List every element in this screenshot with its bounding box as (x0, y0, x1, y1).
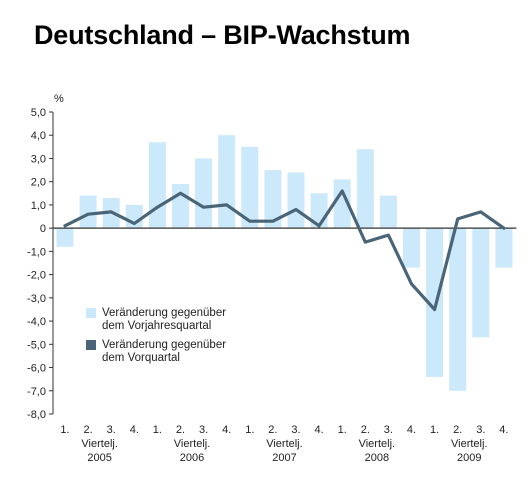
bar-q13 (333, 179, 351, 229)
legend-label: Veränderung gegenüber (102, 307, 226, 319)
x-tick-label: 4. (407, 424, 416, 436)
bar-q14 (356, 149, 374, 229)
bar-q10 (264, 170, 282, 229)
x-period-label: Viertelj. (266, 438, 302, 450)
x-tick-label: 1. (60, 424, 69, 436)
bar-q2 (79, 195, 97, 229)
bar-q11 (287, 172, 305, 229)
bar-q1 (56, 228, 74, 247)
x-tick-label: 3. (107, 424, 116, 436)
legend-swatch-vorjahresquartal (86, 308, 96, 318)
y-tick-label: 5,0 (31, 107, 46, 119)
x-tick-label: 2. (453, 424, 462, 436)
x-tick-label: 3. (476, 424, 485, 436)
bar-q6 (172, 184, 189, 229)
y-tick-label: -6,0 (27, 363, 46, 375)
y-tick-label: -8,0 (27, 409, 46, 421)
x-tick-label: 1. (245, 424, 254, 436)
x-tick-label: 4. (499, 424, 508, 436)
chart-title: Deutschland – BIP-Wachstum (34, 20, 411, 50)
legend-swatch-vorquartal (86, 340, 96, 350)
x-tick-label: 3. (199, 424, 208, 436)
bar-q20 (495, 228, 513, 268)
y-tick-label: 1,0 (31, 200, 46, 212)
x-tick-label: 4. (315, 424, 324, 436)
x-period-label: Viertelj. (81, 438, 117, 450)
y-tick-label: -1,0 (27, 246, 46, 258)
bar-q17 (426, 228, 444, 377)
bar-q5 (148, 142, 166, 229)
x-tick-label: 1. (153, 424, 162, 436)
x-tick-label: 2. (84, 424, 93, 436)
bar-q19 (472, 228, 490, 338)
y-tick-label: 0 (40, 223, 46, 235)
x-tick-label: 4. (130, 424, 139, 436)
x-tick-label: 2. (176, 424, 185, 436)
x-tick-label: 4. (222, 424, 231, 436)
legend-label: dem Vorjahresquartal (102, 320, 211, 332)
x-year-label: 2008 (365, 452, 389, 464)
y-tick-label: -7,0 (27, 386, 46, 398)
x-period-label: Viertelj. (451, 438, 487, 450)
bar-q8 (218, 135, 236, 229)
bar-q16 (403, 228, 420, 268)
y-tick-label: 2,0 (31, 177, 46, 189)
y-tick-label: -3,0 (27, 293, 46, 305)
x-year-label: 2007 (272, 452, 296, 464)
x-tick-label: 2. (361, 424, 370, 436)
y-tick-label: 4,0 (31, 130, 46, 142)
legend-label: Veränderung gegenüber (102, 339, 226, 351)
x-year-label: 2005 (87, 452, 111, 464)
bar-q18 (449, 228, 467, 391)
y-tick-label: -2,0 (27, 270, 46, 282)
legend-label: dem Vorquartal (102, 352, 180, 364)
bar-q9 (241, 146, 259, 229)
line-series-vorquartal (63, 189, 506, 312)
bar-q7 (195, 158, 213, 229)
y-tick-label: 3,0 (31, 153, 46, 165)
x-tick-label: 3. (291, 424, 300, 436)
y-tick-label: -4,0 (27, 316, 46, 328)
x-period-label: Viertelj. (359, 438, 395, 450)
x-tick-label: 1. (430, 424, 439, 436)
x-tick-label: 2. (268, 424, 277, 436)
x-tick-label: 3. (384, 424, 393, 436)
y-tick-label: -5,0 (27, 339, 46, 351)
y-unit-label: % (54, 93, 64, 105)
bar-q15 (379, 195, 397, 229)
x-tick-label: 1. (338, 424, 347, 436)
x-period-label: Viertelj. (174, 438, 210, 450)
x-year-label: 2009 (457, 452, 481, 464)
x-year-label: 2006 (180, 452, 204, 464)
